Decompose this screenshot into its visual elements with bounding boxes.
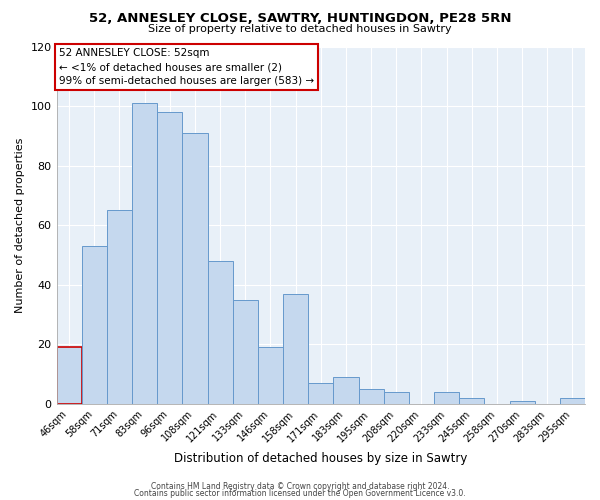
Y-axis label: Number of detached properties: Number of detached properties xyxy=(15,138,25,313)
Text: Size of property relative to detached houses in Sawtry: Size of property relative to detached ho… xyxy=(148,24,452,34)
Bar xyxy=(82,246,107,404)
Bar xyxy=(182,133,208,404)
Text: 52, ANNESLEY CLOSE, SAWTRY, HUNTINGDON, PE28 5RN: 52, ANNESLEY CLOSE, SAWTRY, HUNTINGDON, … xyxy=(89,12,511,26)
Bar xyxy=(434,392,459,404)
Bar xyxy=(107,210,132,404)
Bar xyxy=(132,103,157,404)
Bar xyxy=(283,294,308,404)
Bar xyxy=(56,348,82,404)
Bar xyxy=(459,398,484,404)
Bar xyxy=(233,300,258,404)
Text: Contains public sector information licensed under the Open Government Licence v3: Contains public sector information licen… xyxy=(134,488,466,498)
Bar xyxy=(383,392,409,404)
Bar xyxy=(157,112,182,404)
Bar xyxy=(334,377,359,404)
Text: 52 ANNESLEY CLOSE: 52sqm
← <1% of detached houses are smaller (2)
99% of semi-de: 52 ANNESLEY CLOSE: 52sqm ← <1% of detach… xyxy=(59,48,314,86)
Bar xyxy=(359,389,383,404)
Bar xyxy=(308,383,334,404)
Bar xyxy=(560,398,585,404)
Bar xyxy=(208,261,233,404)
X-axis label: Distribution of detached houses by size in Sawtry: Distribution of detached houses by size … xyxy=(174,452,467,465)
Bar xyxy=(258,348,283,404)
Text: Contains HM Land Registry data © Crown copyright and database right 2024.: Contains HM Land Registry data © Crown c… xyxy=(151,482,449,491)
Bar xyxy=(509,401,535,404)
